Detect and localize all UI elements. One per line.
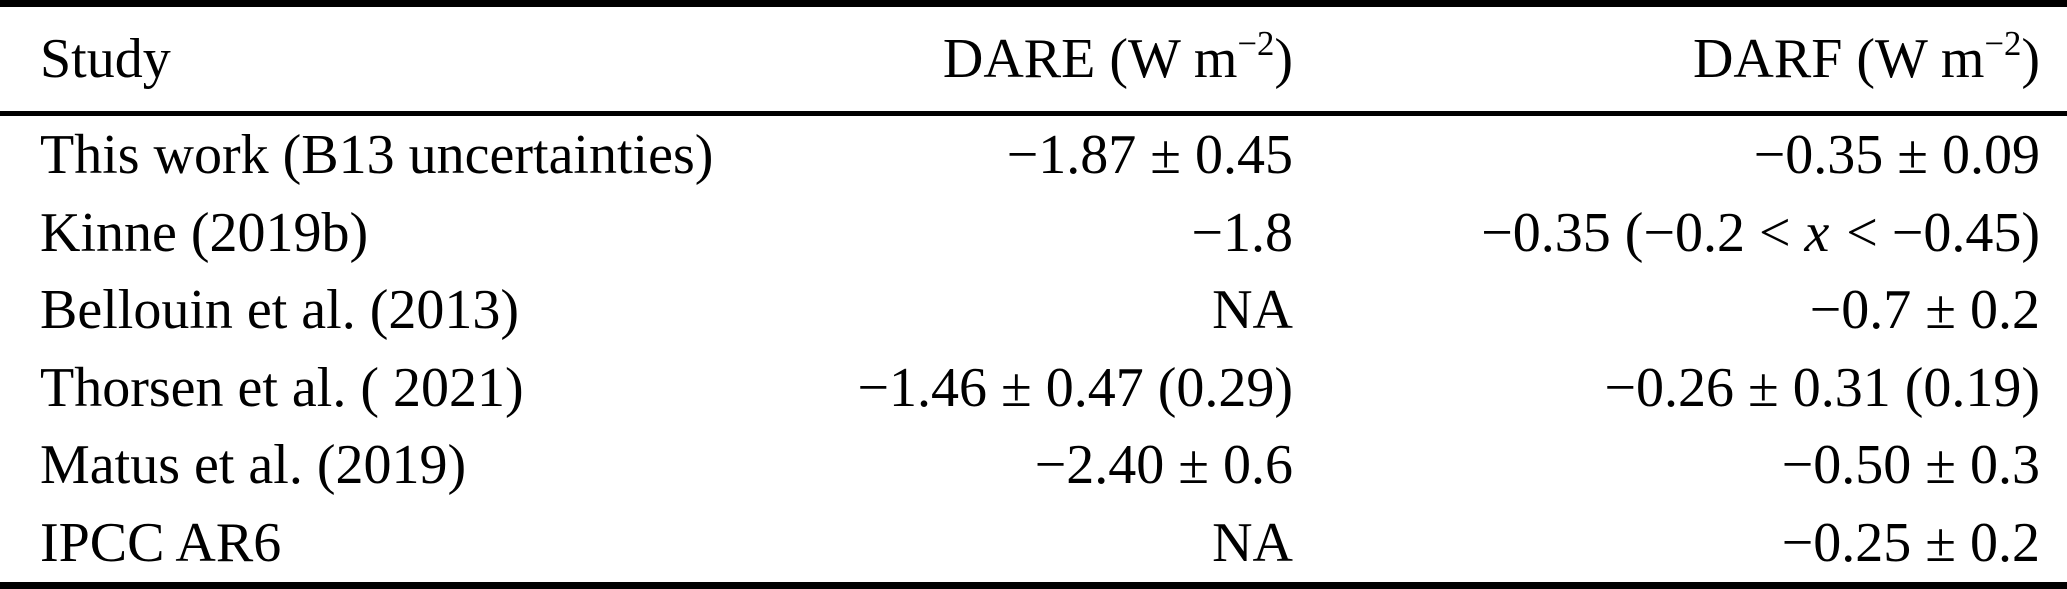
dare-unit-exponent: −2: [1237, 23, 1275, 63]
column-header-dare: DARE (W m−2): [640, 3, 1293, 116]
darf-range-variable: x: [1804, 201, 1830, 264]
cell-darf: −0.26 ± 0.31 (0.19): [1604, 356, 2040, 419]
table-row: Kinne (2019b) −1.8 −0.35 (−0.2 < x < −0.…: [0, 194, 2067, 272]
darf-range-suffix: < −0.45): [1832, 201, 2040, 264]
table-row: Thorsen et al. ( 2021) −1.46 ± 0.47 (0.2…: [0, 349, 2067, 427]
darf-unit-exponent: −2: [1984, 23, 2022, 63]
darf-range-prefix: −0.35 (−0.2 <: [1481, 201, 1805, 264]
cell-dare: −1.87 ± 0.45: [1006, 123, 1293, 186]
cell-darf: −0.50 ± 0.3: [1781, 434, 2040, 497]
header-row: Study DARE (W m−2) DARF (W m−2): [0, 3, 2067, 116]
cell-dare: −2.40 ± 0.6: [1034, 434, 1293, 497]
table-row: Matus et al. (2019) −2.40 ± 0.6 −0.50 ± …: [0, 427, 2067, 505]
cell-study: Kinne (2019b): [40, 201, 369, 264]
cell-darf: −0.25 ± 0.2: [1781, 512, 2040, 575]
column-header-study: Study: [0, 3, 640, 116]
table-row: Bellouin et al. (2013) NA −0.7 ± 0.2: [0, 271, 2067, 349]
cell-study: This work (B13 uncertainties): [40, 123, 714, 186]
cell-darf: −0.7 ± 0.2: [1809, 279, 2040, 342]
cell-study: Thorsen et al. ( 2021): [40, 356, 524, 419]
table-row: IPCC AR6 NA −0.25 ± 0.2: [0, 504, 2067, 585]
cell-study: Matus et al. (2019): [40, 434, 467, 497]
cell-study: Bellouin et al. (2013): [40, 279, 520, 342]
cell-darf: −0.35 (−0.2 < x < −0.45): [1293, 194, 2067, 272]
cell-dare: −1.8: [1191, 201, 1293, 264]
dare-unit-prefix: DARE (W m: [942, 28, 1238, 90]
darf-unit-prefix: DARF (W m: [1692, 28, 1985, 90]
dare-unit-suffix: ): [1274, 28, 1293, 90]
darf-unit-suffix: ): [2021, 28, 2040, 90]
cell-darf: −0.35 ± 0.09: [1753, 123, 2040, 186]
cell-dare: −1.46 ± 0.47 (0.29): [857, 356, 1293, 419]
column-header-darf: DARF (W m−2): [1293, 3, 2067, 116]
table-row: This work (B13 uncertainties) −1.87 ± 0.…: [0, 114, 2067, 194]
cell-dare: NA: [1212, 279, 1293, 342]
cell-study: IPCC AR6: [40, 512, 282, 575]
cell-dare: NA: [1212, 512, 1293, 575]
